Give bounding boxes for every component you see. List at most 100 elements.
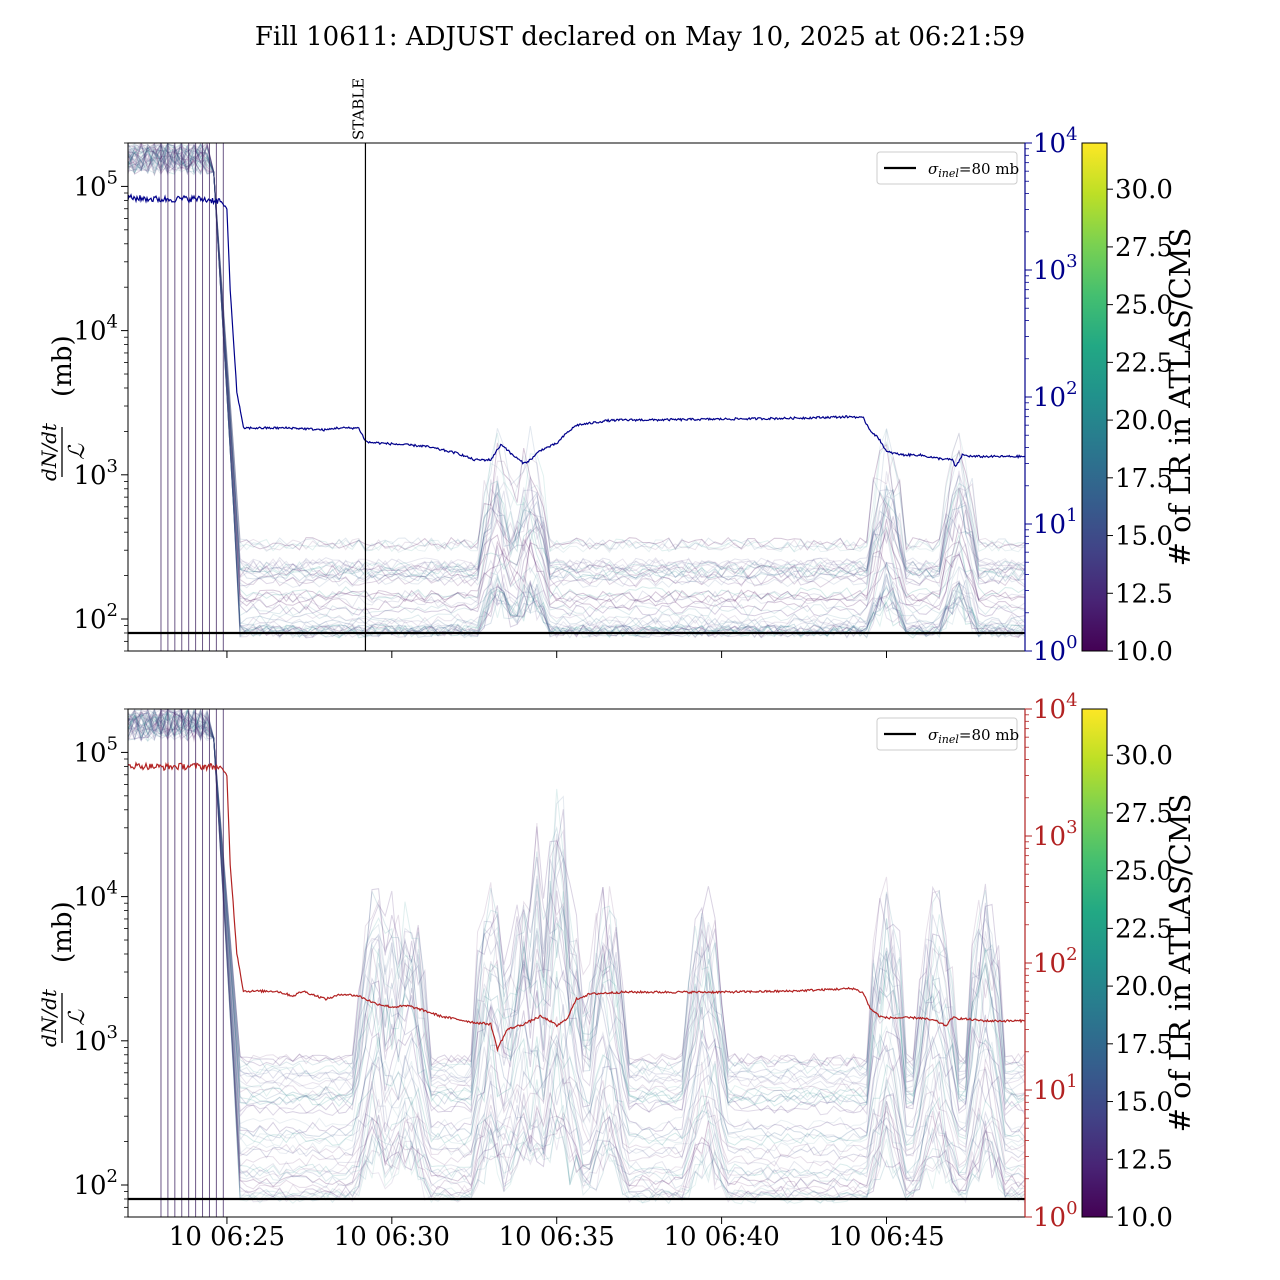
y2-tick-label: 101 [1033,1071,1078,1106]
background-series-line [128,143,1025,627]
background-series-line [128,711,1025,1098]
y-tick-label: 102 [73,1166,118,1201]
background-series-line [128,709,1025,1114]
background-series-line [128,709,1025,1200]
background-series-line [128,709,1025,1189]
background-series-line [128,712,1025,1198]
colorbar-gradient [1081,708,1108,1218]
y2-tick-label: 104 [1033,124,1078,159]
colorbar-tick-label: 30.0 [1115,175,1173,205]
y-label-unit: (mb) [48,901,78,963]
background-series-line [128,143,1025,612]
y2-tick-label: 100 [1033,1198,1078,1233]
y-label-numerator: dN/dt [37,422,61,481]
background-series-line [128,143,1025,610]
y2-tick-label: 104 [1033,690,1078,725]
background-series-line [128,144,1025,600]
background-series-line [128,709,1025,1067]
y2-tick-label: 101 [1033,505,1078,540]
background-series-line [128,711,1025,1067]
y-label-denominator: ℒ [65,443,90,460]
background-series-line [128,143,1025,638]
background-series-line [128,709,1025,1076]
background-series-line [128,709,1025,1072]
y-tick-label: 104 [73,312,118,347]
background-series-line [128,143,1025,639]
legend: σinel=80 mb [876,717,1019,751]
y-tick-label: 102 [73,600,118,635]
background-series-line [128,143,1025,579]
y-label-numerator: dN/dt [37,988,61,1047]
legend: σinel=80 mb [876,151,1019,185]
legend-entry-label: σinel=80 mb [928,726,1019,746]
background-series-line [128,144,1025,579]
background-series-line [128,709,1025,1180]
y2-tick-label: 103 [1033,817,1078,852]
background-series-line [128,144,1025,639]
legend-frame [876,717,1018,751]
background-series-line [128,143,1025,618]
colorbar-tick-label: 25.0 [1115,291,1173,321]
background-series-line [128,709,1025,1189]
colorbar-tick-label: 22.5 [1115,348,1173,378]
colorbar-tick-label: 10.0 [1115,1203,1173,1233]
x-tick-label: 10 06:30 [334,1222,450,1252]
background-series-line [128,143,1025,604]
background-series-line [128,709,1025,1204]
x-tick-label: 10 06:35 [499,1222,615,1252]
highlight-series-line [128,193,1025,468]
background-series-line [128,709,1025,1160]
background-series-line [128,144,1025,604]
background-series-line [128,143,1025,626]
y-tick-label: 103 [73,1022,118,1057]
background-series-line [128,709,1025,1183]
background-series-line [128,143,1025,639]
background-series-line [128,709,1025,1140]
background-series-line [128,710,1025,1205]
background-series-line [128,143,1025,573]
background-series-line [128,143,1025,638]
background-series-line [128,143,1025,587]
y-tick-label: 105 [73,167,118,202]
y-label-denominator: ℒ [65,1009,90,1026]
background-series-line [128,709,1025,1105]
background-series-line [128,712,1025,1205]
background-series-line [128,712,1025,1106]
colorbar: 10.0 12.5 15.0 17.5 20.0 22.5 25.0 27.5 30.0 # of… [1081,708,1197,1233]
y2-tick-label: 102 [1033,378,1078,413]
background-series-line [128,143,1025,571]
background-series-line [128,144,1025,574]
colorbar-tick-label: 22.5 [1115,914,1173,944]
colorbar: 10.0 12.5 15.0 17.5 20.0 22.5 25.0 27.5 30.0 # of… [1081,142,1197,667]
colorbar-tick-label: 12.5 [1115,1145,1173,1175]
background-series-line [128,143,1025,639]
background-series-line [128,143,1025,630]
background-series-line [128,143,1025,553]
background-series-line [128,709,1025,1147]
background-series-line [128,709,1025,1174]
y-tick-label: 103 [73,456,118,491]
background-series-line [128,709,1025,1088]
colorbar-label: # of LR in ATLAS/CMS [1163,228,1197,567]
background-series-line [128,143,1025,632]
background-series-line [128,143,1025,603]
stable-marker-label: STABLE [349,78,367,140]
bottom-panel: 105 104 103 102 104 103 102 101 100 10 06:25 10 06… [37,690,1197,1252]
background-series-line [128,145,1025,574]
top-panel: STABLE 105 104 103 102 104 103 102 101 100 dN/dt ℒ (… [37,78,1197,667]
background-series-line [128,709,1025,1147]
figure-title: Fill 10611: ADJUST declared on May 10, 2… [255,22,1025,52]
colorbar-tick-label: 25.0 [1115,857,1173,887]
x-tick-label: 10 06:25 [169,1222,285,1252]
background-series-line [128,143,1025,551]
background-series-line [128,711,1025,1068]
colorbar-tick-label: 27.5 [1115,799,1173,829]
background-series-line [128,711,1025,1144]
colorbar-tick-label: 10.0 [1115,637,1173,667]
background-series-line [128,145,1025,639]
colorbar-tick-label: 20.0 [1115,972,1173,1002]
background-series-line [128,709,1025,1118]
background-series-line [128,709,1025,1083]
background-series-group [128,709,1025,1205]
background-series-line [128,143,1025,574]
